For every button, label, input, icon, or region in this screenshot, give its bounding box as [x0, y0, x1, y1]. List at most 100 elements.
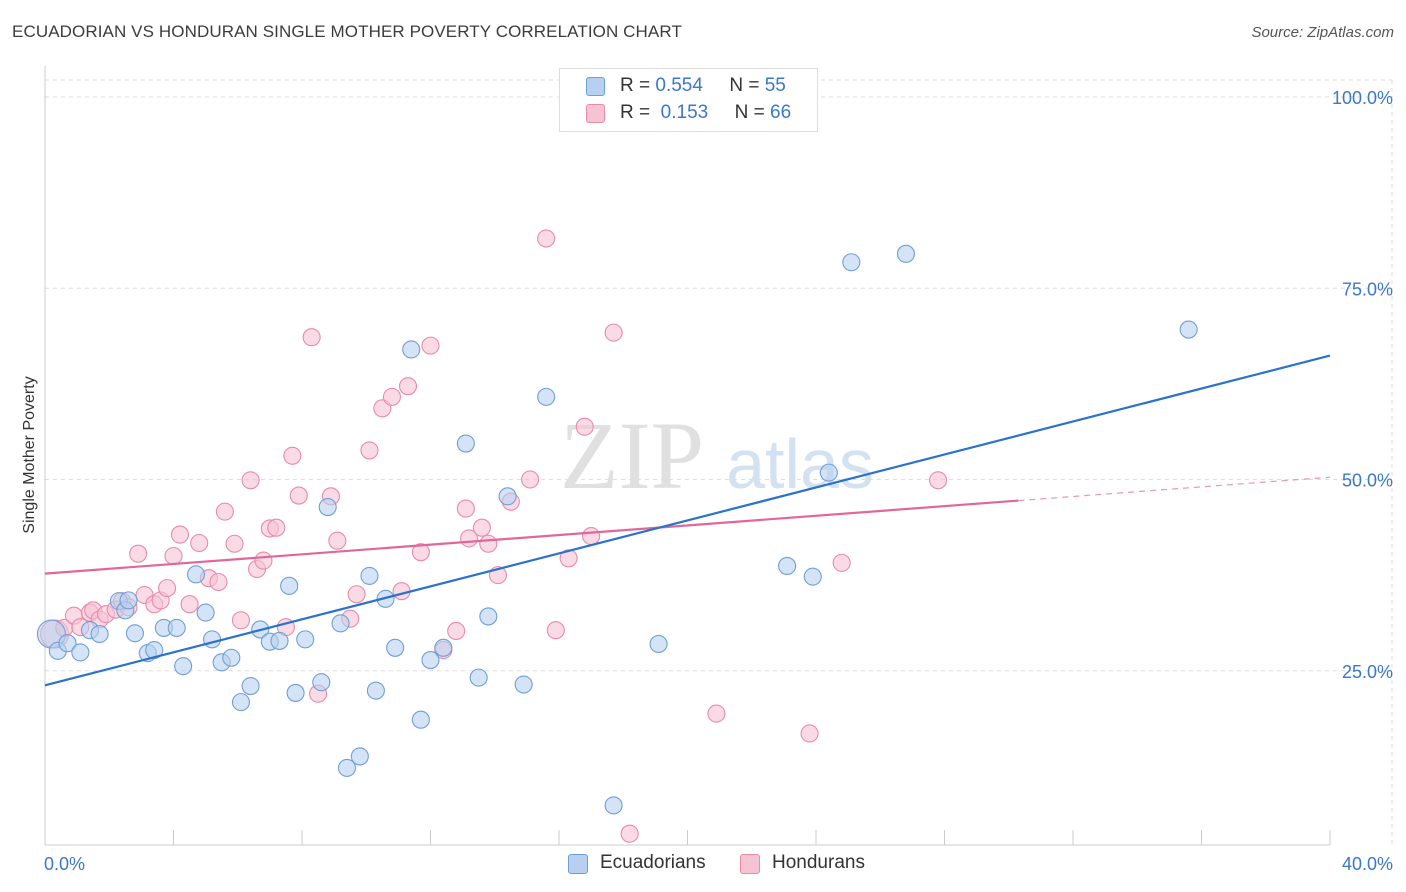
ecuadorian-points [36, 244, 1198, 815]
ecuadorian-point [296, 630, 315, 649]
ecuadorian-point [196, 603, 215, 622]
correlation-legend: R = 0.554 N = 55 R = 0.153 N = 66 [559, 68, 818, 132]
honduran-point [190, 533, 209, 553]
ecuadorian-point [498, 487, 517, 506]
x-tick-label: 40.0% [1342, 854, 1393, 874]
ecuadorian-point [434, 638, 453, 657]
ecuadorian-point [167, 618, 186, 637]
honduran-point [347, 585, 366, 604]
honduran-point [620, 824, 639, 843]
honduran-point [283, 446, 302, 465]
ecuadorian-point [312, 673, 331, 692]
honduran-point [241, 471, 260, 490]
legend-label-hondurans: Hondurans [772, 852, 865, 873]
ecuadorian-point [174, 657, 193, 676]
ecuadorian-point [90, 624, 109, 644]
watermark-atlas: atlas [726, 425, 874, 503]
honduran-point [575, 417, 594, 436]
honduran-trend-solid [44, 499, 1019, 575]
r-value: 0.153 [660, 102, 709, 123]
n-label: N = [734, 102, 765, 123]
ecuadorian-point [366, 681, 385, 700]
ecuadorian-point [479, 607, 498, 626]
honduran-point [456, 499, 475, 518]
honduran-point [604, 323, 623, 342]
y-tick-label: 50.0% [1342, 471, 1393, 491]
ecuadorian-point [203, 630, 222, 649]
honduran-point [382, 387, 402, 406]
honduran-point [447, 621, 466, 641]
honduran-point [215, 502, 234, 521]
r-label: R = [620, 75, 651, 96]
watermark: ZIP atlas [560, 402, 874, 509]
source-label: Source: ZipAtlas.com [1251, 24, 1394, 41]
honduran-point [209, 572, 228, 592]
axes [44, 66, 1331, 846]
r-label: R = [620, 102, 651, 123]
ecuadorian-point [119, 591, 138, 610]
ecuadorian-point [456, 434, 475, 453]
y-tick-label: 100.0% [1332, 88, 1393, 108]
honduran-point [170, 525, 189, 544]
ecuadorian-point [421, 650, 440, 670]
ecuadorian-point [386, 638, 405, 657]
ecuadorian-point [604, 796, 623, 815]
honduran-point [180, 595, 199, 614]
ecuadorian-point [71, 643, 90, 662]
honduran-point [707, 704, 726, 723]
ecuadorian-point [649, 634, 668, 654]
honduran-point [158, 579, 177, 598]
honduran-point [929, 471, 948, 490]
trend-lines [44, 354, 1331, 687]
r-value: 0.554 [655, 75, 703, 96]
honduran-point [360, 441, 379, 460]
ecuadorian-point [469, 668, 488, 687]
ecuadorian-point [337, 758, 357, 777]
y-tick-label: 75.0% [1342, 279, 1393, 299]
chart-title: ECUADORIAN VS HONDURAN SINGLE MOTHER POV… [12, 22, 682, 41]
ecuadorian-point [360, 566, 379, 585]
tick-labels: 25.0% 50.0% 75.0% 100.0% 0.0% 40.0% [44, 88, 1393, 874]
honduran-point [231, 611, 251, 630]
honduran-point [832, 553, 851, 572]
ecuadorian-point [145, 641, 164, 660]
ecuadorian-point [514, 675, 533, 694]
ecuadorian-point [222, 648, 241, 667]
ecuadorian-trend-solid [44, 354, 1331, 687]
legend-swatch-pink [586, 104, 605, 123]
ecuadorian-point [411, 710, 430, 729]
honduran-point [546, 621, 565, 640]
ecuadorian-point [350, 747, 369, 766]
honduran-point [164, 546, 183, 566]
honduran-point [398, 377, 418, 396]
ecuadorian-point [58, 634, 77, 653]
honduran-point [302, 328, 321, 347]
honduran-point [411, 543, 430, 562]
y-tick-label: 25.0% [1342, 662, 1393, 682]
ecuadorian-point [803, 567, 822, 586]
ecuadorian-point [896, 244, 916, 263]
n-value: 55 [764, 75, 786, 96]
ecuadorian-point [231, 693, 251, 712]
honduran-point [421, 336, 440, 355]
legend-label-ecuadorians: Ecuadorians [600, 852, 706, 873]
x-tick-label: 0.0% [44, 854, 85, 874]
honduran-point [537, 229, 556, 248]
honduran-point [521, 470, 540, 489]
ecuadorian-point [1179, 320, 1198, 339]
ecuadorian-point [270, 631, 289, 650]
legend-swatch-pink [740, 854, 760, 874]
ecuadorian-point [286, 683, 305, 702]
ecuadorian-point [318, 497, 337, 517]
ecuadorian-point [842, 253, 861, 272]
legend-text: R = 0.153 N = 66 [620, 102, 791, 124]
honduran-point [289, 486, 308, 505]
honduran-point [267, 518, 286, 537]
honduran-point [254, 551, 273, 570]
honduran-point [800, 724, 819, 743]
ecuadorian-point [331, 614, 350, 633]
ecuadorian-point [537, 387, 556, 406]
honduran-trend-dashed [1018, 476, 1331, 502]
honduran-point [479, 534, 498, 553]
